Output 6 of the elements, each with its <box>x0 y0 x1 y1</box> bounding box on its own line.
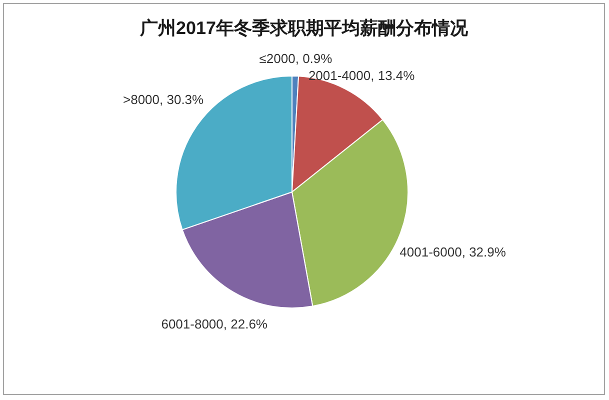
slice-label: 2001-4000, 13.4% <box>308 68 416 84</box>
slice-label: >8000, 30.3% <box>122 92 204 108</box>
slice-label: ≤2000, 0.9% <box>259 51 333 66</box>
slice-label: 6001-8000, 22.6% <box>161 316 268 332</box>
chart-title: 广州2017年冬季求职期平均薪酬分布情况 <box>138 18 470 38</box>
slice-label: 4001-6000, 32.9% <box>400 244 506 260</box>
